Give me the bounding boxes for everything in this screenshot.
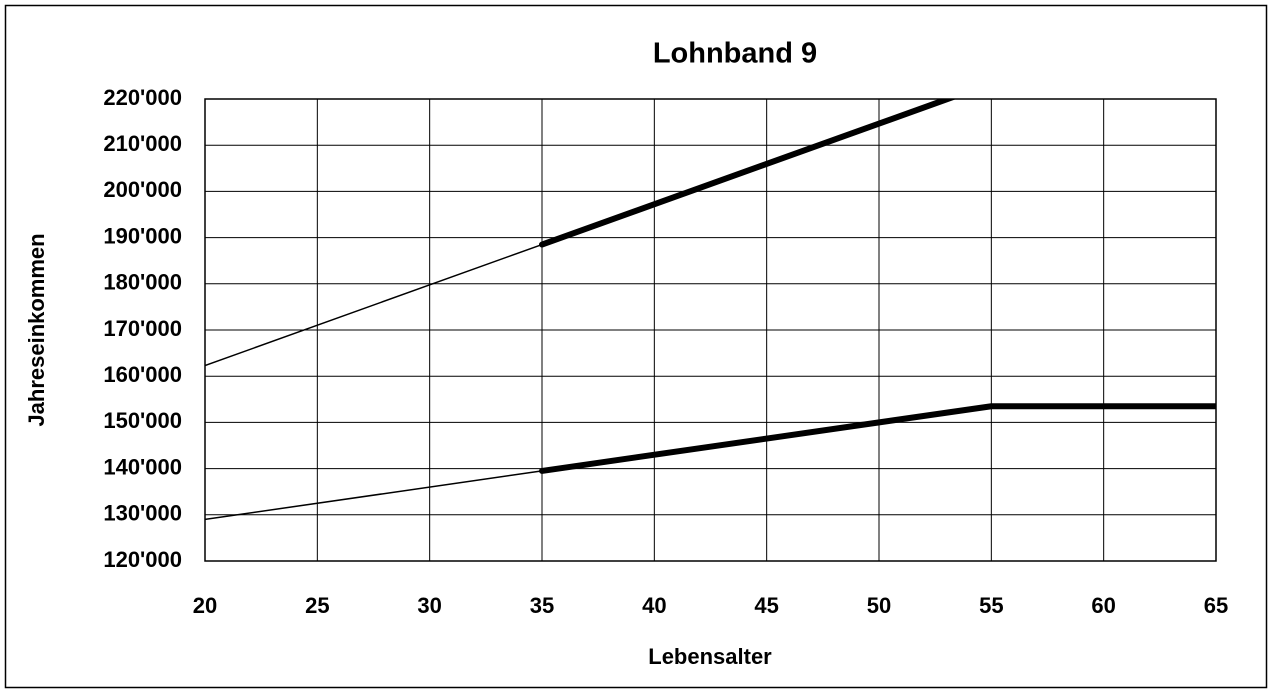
y-tick-label: 130'000 [103,501,182,526]
y-tick-label: 220'000 [103,85,182,110]
x-tick-label: 30 [417,593,441,618]
plot-area [205,99,1216,521]
y-tick-label: 210'000 [103,131,182,156]
chart-border [4,4,1268,689]
x-tick-label: 55 [979,593,1003,618]
x-tick-label: 65 [1204,593,1228,618]
y-tick-label: 120'000 [103,547,182,572]
x-tick-label: 40 [642,593,666,618]
chart-title: Lohnband 9 [653,38,817,70]
y-tick-label: 160'000 [103,362,182,387]
y-tick-label: 190'000 [103,223,182,248]
x-tick-label: 20 [193,593,217,618]
x-tick-label: 45 [754,593,778,618]
x-tick-label: 25 [305,593,329,618]
y-tick-label: 140'000 [103,454,182,479]
y-tick-label: 150'000 [103,408,182,433]
plot-frame [204,98,1217,562]
y-tick-label: 170'000 [103,316,182,341]
y-tick-label: 200'000 [103,177,182,202]
y-tick-label: 180'000 [103,270,182,295]
x-tick-label: 60 [1091,593,1115,618]
x-tick-label: 50 [867,593,891,618]
y-axis-label: Jahreseinkommen [24,233,49,426]
line-series [205,243,543,367]
x-axis-label: Lebensalter [648,644,772,669]
line-series [539,403,1216,474]
line-series [539,99,957,248]
line-series [205,470,543,521]
x-tick-label: 35 [530,593,554,618]
